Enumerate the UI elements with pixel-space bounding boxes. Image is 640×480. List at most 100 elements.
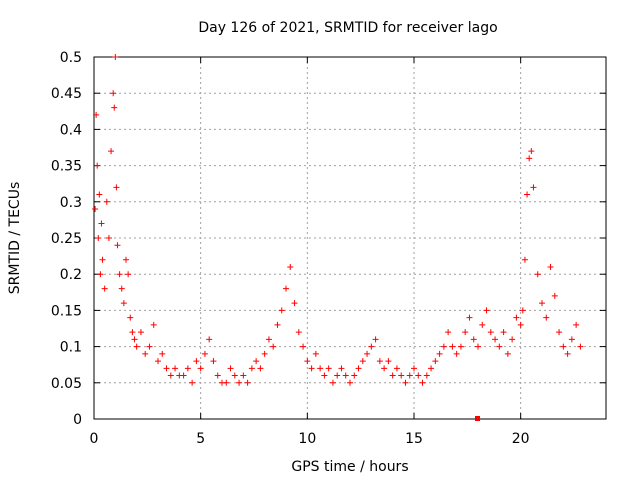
- data-point: [376, 358, 383, 365]
- x-axis-label: GPS time / hours: [291, 459, 408, 475]
- data-point: [193, 358, 200, 365]
- data-point: [150, 321, 157, 328]
- data-point: [342, 372, 349, 379]
- data-point: [560, 343, 567, 350]
- data-point: [449, 343, 456, 350]
- data-point: [189, 379, 196, 386]
- data-point: [101, 285, 108, 292]
- data-point: [244, 379, 251, 386]
- data-point: [436, 350, 443, 357]
- data-point: [312, 350, 319, 357]
- data-point: [577, 343, 584, 350]
- data-point: [423, 372, 430, 379]
- data-point: [432, 358, 439, 365]
- data-point: [236, 379, 243, 386]
- data-point: [131, 336, 138, 343]
- data-point: [99, 256, 106, 263]
- data-point: [92, 206, 99, 213]
- data-point: [125, 271, 132, 278]
- data-point: [351, 372, 358, 379]
- data-point: [227, 365, 234, 372]
- data-point: [466, 314, 473, 321]
- data-point: [551, 292, 558, 299]
- data-point: [103, 198, 110, 205]
- data-point: [180, 372, 187, 379]
- data-point: [308, 365, 315, 372]
- y-tick-label: 0.1: [60, 340, 82, 356]
- data-point: [487, 329, 494, 336]
- data-point: [300, 343, 307, 350]
- data-point: [159, 350, 166, 357]
- data-point: [287, 263, 294, 270]
- data-point: [137, 329, 144, 336]
- data-point: [500, 329, 507, 336]
- data-point: [112, 54, 119, 60]
- data-point: [524, 191, 531, 198]
- data-point: [564, 350, 571, 357]
- data-point: [334, 372, 341, 379]
- annotation: [475, 416, 480, 421]
- data-point: [118, 285, 125, 292]
- data-point: [547, 263, 554, 270]
- data-point: [496, 343, 503, 350]
- y-tick-label: 0.2: [60, 267, 82, 283]
- x-tick-label: 15: [405, 431, 423, 447]
- y-tick-label: 0.3: [60, 195, 82, 211]
- data-point: [411, 365, 417, 372]
- data-point: [304, 358, 311, 365]
- y-tick-label: 0.25: [51, 231, 82, 247]
- data-point: [295, 329, 302, 336]
- data-point: [406, 372, 413, 379]
- data-point: [291, 300, 298, 307]
- data-point: [146, 343, 153, 350]
- data-point: [329, 379, 336, 386]
- data-point: [116, 271, 123, 278]
- y-tick-label: 0.35: [51, 159, 82, 175]
- data-point: [110, 90, 117, 97]
- y-tick-label: 0.5: [60, 50, 82, 66]
- data-point: [248, 365, 255, 372]
- data-point: [347, 379, 353, 386]
- data-point: [415, 372, 422, 379]
- annotation-marker: [475, 416, 480, 421]
- data-point: [96, 191, 103, 198]
- chart-title: Day 126 of 2021, SRMTID for receiver lag…: [198, 20, 497, 36]
- x-tick-label: 20: [512, 431, 530, 447]
- y-tick-label: 0: [73, 412, 82, 428]
- data-point: [517, 321, 524, 328]
- data-point: [223, 379, 230, 386]
- data-point: [127, 314, 134, 321]
- data-point: [453, 350, 460, 357]
- data-point: [253, 358, 260, 365]
- data-point: [519, 307, 526, 314]
- data-point: [278, 307, 285, 314]
- data-point: [283, 285, 289, 292]
- data-point: [240, 372, 247, 379]
- y-tick-label: 0.45: [51, 86, 82, 102]
- data-point: [521, 256, 528, 263]
- data-point: [114, 242, 121, 249]
- data-point: [257, 365, 264, 372]
- data-point: [470, 336, 477, 343]
- data-point: [167, 372, 174, 379]
- data-point: [359, 358, 366, 365]
- data-point: [428, 365, 435, 372]
- axis-ticks: 0 0.05 0.1 0.15 0.2 0.25 0.3 0.35 0.4 0.45 0.5 0 5 10…: [51, 50, 606, 447]
- x-tick-label: 5: [196, 431, 205, 447]
- data-point: [513, 314, 520, 321]
- data-point: [364, 350, 371, 357]
- data-point: [197, 365, 204, 372]
- data-point: [184, 365, 191, 372]
- x-tick-label: 0: [90, 431, 99, 447]
- data-point: [526, 155, 533, 162]
- data-point: [95, 235, 102, 241]
- data-point: [265, 336, 272, 343]
- data-point: [111, 104, 118, 111]
- data-point: [389, 372, 396, 379]
- data-point: [534, 271, 541, 278]
- data-point: [97, 271, 104, 278]
- data-point: [338, 365, 345, 372]
- data-point: [355, 365, 362, 372]
- y-tick-label: 0.05: [51, 376, 82, 392]
